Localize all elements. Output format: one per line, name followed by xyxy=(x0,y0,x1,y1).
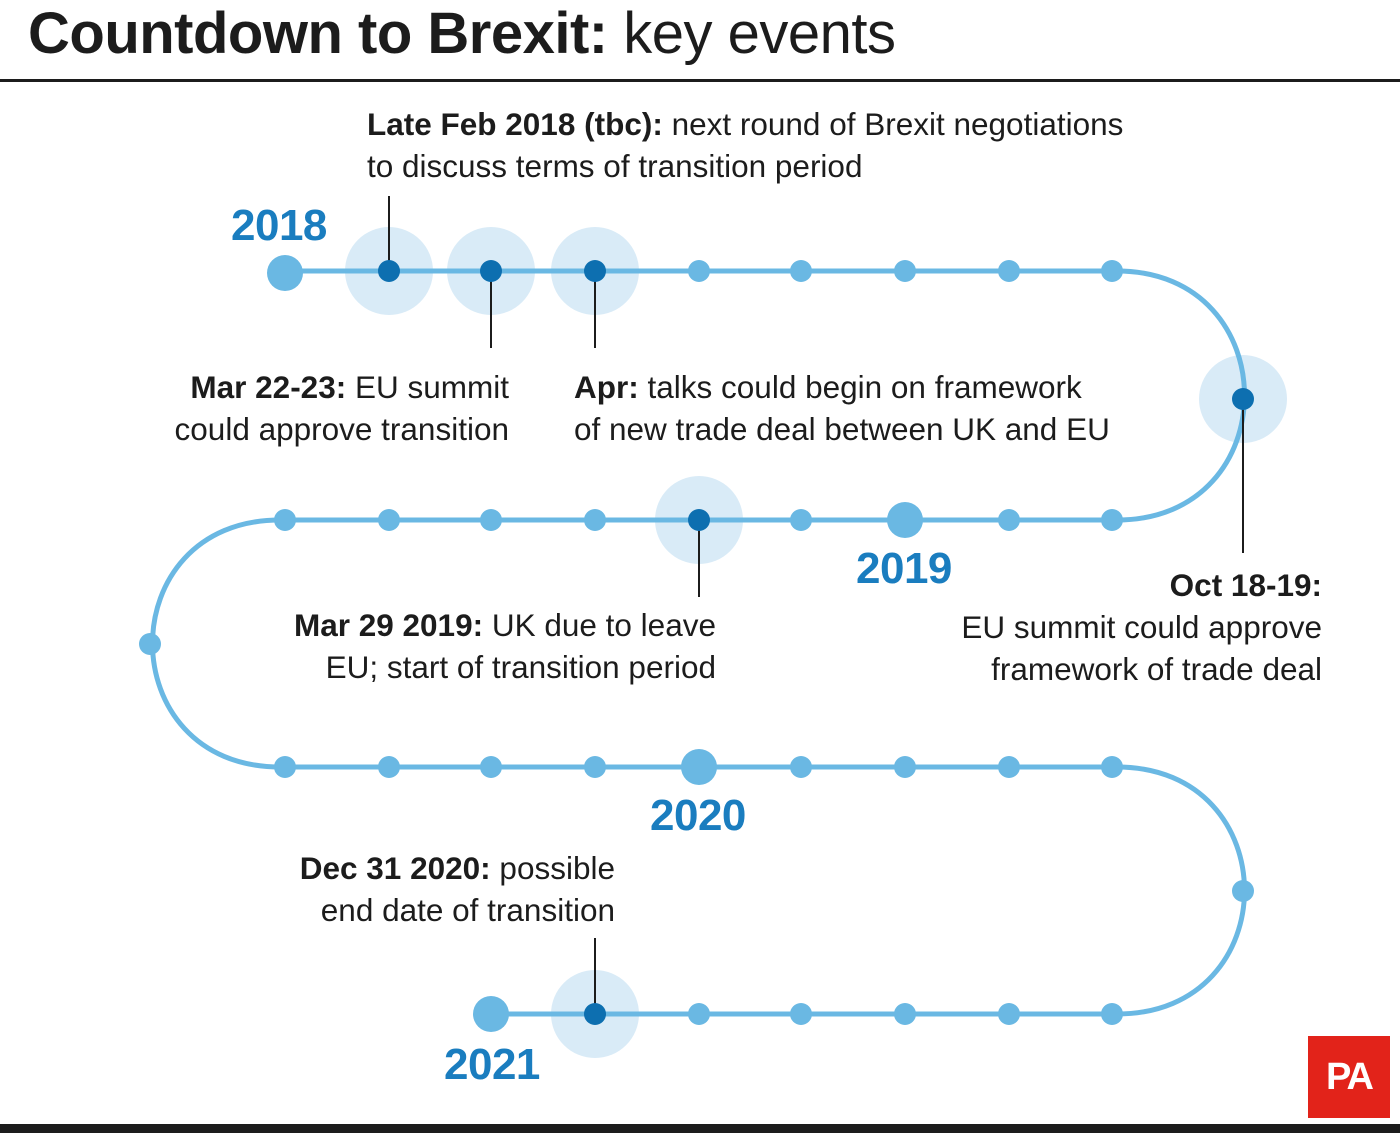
month-dot xyxy=(790,260,812,282)
month-dot xyxy=(1101,756,1123,778)
month-dot xyxy=(584,756,606,778)
event-late-feb-2018: Late Feb 2018 (tbc): next round of Brexi… xyxy=(367,103,1123,187)
month-dot xyxy=(274,509,296,531)
event-text: next round of Brexit negotiations xyxy=(671,106,1124,142)
footer-bar xyxy=(0,1124,1400,1133)
event-text: UK due to leave xyxy=(491,607,716,643)
month-dot xyxy=(139,633,161,655)
year-dot-2018 xyxy=(267,255,303,291)
title-divider xyxy=(0,79,1400,82)
month-dot xyxy=(790,1003,812,1025)
month-dot xyxy=(790,509,812,531)
event-text: framework of trade deal xyxy=(991,651,1322,687)
page-title: Countdown to Brexit: key events xyxy=(28,0,896,68)
month-dot xyxy=(1101,509,1123,531)
event-date: Oct 18-19: xyxy=(1169,567,1322,603)
title-regular: key events xyxy=(623,1,896,66)
month-dot xyxy=(584,509,606,531)
year-label-2019: 2019 xyxy=(856,544,952,593)
year-label-2020: 2020 xyxy=(650,791,746,840)
month-dot xyxy=(378,509,400,531)
month-dot xyxy=(894,1003,916,1025)
event-connectors xyxy=(388,196,1244,1014)
month-dot xyxy=(790,756,812,778)
month-dot xyxy=(998,1003,1020,1025)
event-text: end date of transition xyxy=(320,892,615,928)
event-text: EU summit xyxy=(354,369,509,405)
year-label-2018: 2018 xyxy=(231,201,327,250)
month-dot xyxy=(998,509,1020,531)
event-dot xyxy=(378,260,400,282)
event-dot xyxy=(688,509,710,531)
title-bold: Countdown to Brexit: xyxy=(28,1,608,66)
event-dot xyxy=(584,1003,606,1025)
event-mar-29-2019: Mar 29 2019: UK due to leave EU; start o… xyxy=(294,604,716,688)
year-dots xyxy=(267,255,923,1032)
month-dots xyxy=(139,260,1254,1025)
event-date: Mar 29 2019: xyxy=(293,607,484,643)
month-dot xyxy=(1232,880,1254,902)
event-apr: Apr: talks could begin on framework of n… xyxy=(574,366,1110,450)
event-mar-22-23: Mar 22-23: EU summit could approve trans… xyxy=(175,366,509,450)
event-date: Apr: xyxy=(574,369,639,405)
month-dot xyxy=(688,260,710,282)
month-dot xyxy=(480,509,502,531)
event-text: possible xyxy=(499,850,615,886)
event-dot xyxy=(584,260,606,282)
event-dot xyxy=(1232,388,1254,410)
month-dot xyxy=(1101,1003,1123,1025)
event-text: could approve transition xyxy=(174,411,509,447)
year-dot-2021 xyxy=(473,996,509,1032)
month-dot xyxy=(688,1003,710,1025)
month-dot xyxy=(894,756,916,778)
event-text: to discuss terms of transition period xyxy=(367,148,863,184)
event-date: Late Feb 2018 (tbc): xyxy=(367,106,663,142)
month-dot xyxy=(480,756,502,778)
event-dot xyxy=(480,260,502,282)
event-oct-18-19: Oct 18-19: EU summit could approve frame… xyxy=(961,564,1322,690)
month-dot xyxy=(1101,260,1123,282)
month-dot xyxy=(378,756,400,778)
month-dot xyxy=(274,756,296,778)
event-dec-31-2020: Dec 31 2020: possible end date of transi… xyxy=(300,847,615,931)
year-label-2021: 2021 xyxy=(444,1040,540,1089)
month-dot xyxy=(894,260,916,282)
event-text: EU; start of transition period xyxy=(325,649,716,685)
event-date: Mar 22-23: xyxy=(190,369,347,405)
event-text: EU summit could approve xyxy=(961,609,1322,645)
event-date: Dec 31 2020: xyxy=(299,850,491,886)
event-dots xyxy=(378,260,1254,1025)
month-dot xyxy=(998,756,1020,778)
event-text: of new trade deal between UK and EU xyxy=(574,411,1110,447)
year-dot-2020 xyxy=(681,749,717,785)
month-dot xyxy=(998,260,1020,282)
pa-logo: PA xyxy=(1308,1036,1390,1118)
event-text: talks could begin on framework xyxy=(647,369,1082,405)
year-dot-2019 xyxy=(887,502,923,538)
